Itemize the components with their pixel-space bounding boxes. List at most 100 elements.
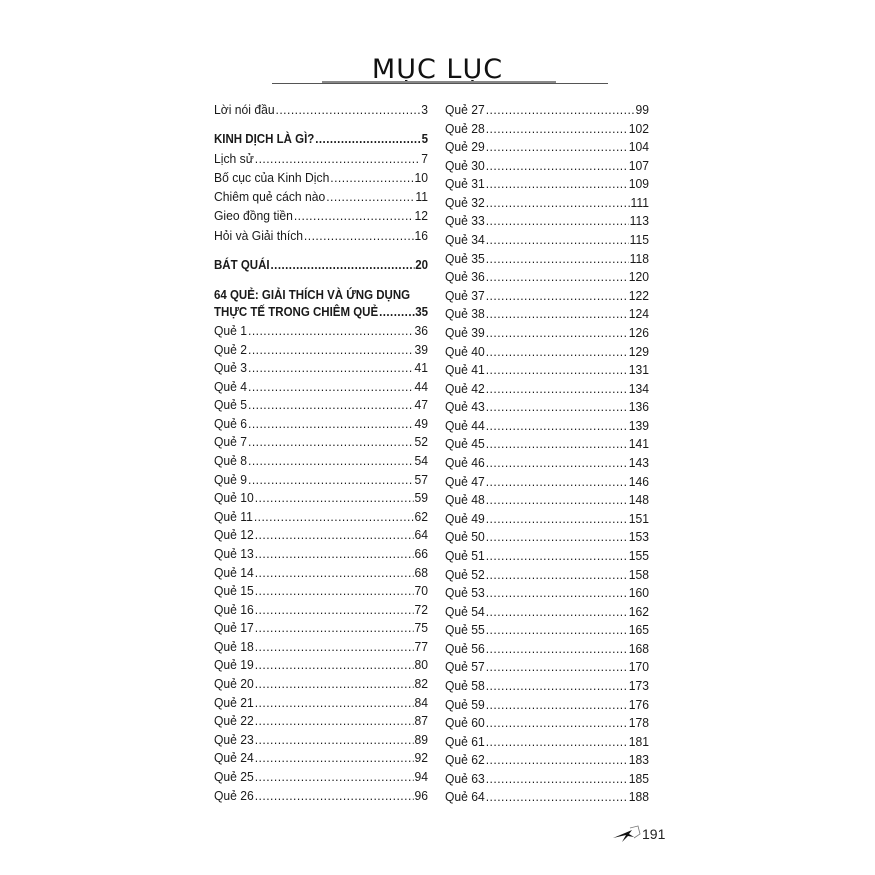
toc-entry: Quẻ 59 176 — [445, 696, 649, 713]
entry-label: Quẻ 8 — [214, 453, 248, 469]
entry-page: 124 — [628, 306, 649, 322]
entry-page: 109 — [628, 176, 649, 192]
toc-entry: Quẻ 7 52 — [214, 433, 428, 450]
entry-label: Quẻ 63 — [445, 770, 485, 786]
toc-entry: Quẻ 12 64 — [214, 526, 428, 543]
entry-page: 89 — [414, 731, 428, 747]
entry-label: Quẻ 16 — [214, 601, 254, 617]
toc-entry: BÁT QUÁI 20 — [214, 257, 428, 274]
dot-leader — [255, 545, 414, 562]
entry-page: 96 — [414, 787, 428, 803]
entry-page: 162 — [628, 603, 649, 619]
dot-leader — [255, 694, 414, 711]
dot-leader — [486, 584, 628, 601]
entry-label: Quẻ 51 — [445, 547, 485, 563]
toc-entry: Quẻ 16 72 — [214, 601, 428, 618]
entry-label: Quẻ 11 — [214, 508, 253, 524]
entry-page: 94 — [414, 768, 428, 784]
dot-leader — [486, 491, 628, 508]
dot-leader — [304, 227, 414, 244]
entry-page: 146 — [628, 473, 649, 489]
entry-label: Quẻ 33 — [445, 213, 485, 229]
entry-label: Quẻ 2 — [214, 341, 248, 357]
dot-leader — [486, 696, 628, 713]
page-number: 191 — [642, 826, 666, 842]
entry-label: Quẻ 26 — [214, 787, 254, 803]
toc-entry: Quẻ 55 165 — [445, 621, 649, 638]
toc-entry: Quẻ 46 143 — [445, 454, 649, 471]
entry-page: 136 — [628, 399, 649, 415]
entry-page: 75 — [414, 620, 428, 636]
entry-page: 68 — [414, 564, 428, 580]
toc-entry: Quẻ 24 92 — [214, 749, 428, 766]
dot-leader — [486, 417, 628, 434]
page-title: MỤC LỤC — [371, 54, 504, 85]
dot-leader — [248, 415, 414, 432]
toc-entry: Quẻ 13 66 — [214, 545, 428, 562]
dot-leader — [255, 526, 414, 543]
toc-entry: Quẻ 36 120 — [445, 268, 649, 285]
dot-leader — [248, 322, 414, 339]
entry-label: Quẻ 40 — [445, 343, 485, 359]
dot-leader — [486, 101, 635, 118]
toc-entry: Quẻ 9 57 — [214, 471, 428, 488]
section-64-heading-line1: 64 QUẺ: GIẢI THÍCH VÀ ỨNG DỤNG — [214, 288, 411, 302]
entry-page: 47 — [414, 397, 428, 413]
dot-leader — [486, 231, 629, 248]
toc-entry: Lời nói đầu 3 — [214, 101, 428, 118]
dot-leader — [486, 157, 628, 174]
entry-label: Quẻ 49 — [445, 510, 485, 526]
toc-entry: Quẻ 25 94 — [214, 768, 428, 785]
entry-page: 151 — [628, 510, 649, 526]
dot-leader — [248, 433, 414, 450]
entry-page: 102 — [628, 120, 649, 136]
toc-entry: Quẻ 62 183 — [445, 751, 649, 768]
entry-label: Quẻ 3 — [214, 360, 248, 376]
entry-page: 115 — [629, 232, 649, 248]
toc-entry: Quẻ 38 124 — [445, 305, 649, 322]
entry-page: 5 — [421, 132, 428, 146]
entry-label: Quẻ 5 — [214, 397, 248, 413]
dot-leader — [294, 207, 414, 224]
entry-page: 70 — [414, 583, 428, 599]
dot-leader — [255, 656, 414, 673]
toc-entry: Quẻ 2 39 — [214, 341, 428, 358]
toc-entry: Quẻ 43 136 — [445, 398, 649, 415]
dot-leader — [486, 528, 628, 545]
dot-leader — [255, 619, 414, 636]
entry-page: 54 — [414, 453, 428, 469]
toc-entry: Quẻ 19 80 — [214, 656, 428, 673]
entry-label: Quẻ 61 — [445, 733, 485, 749]
entry-page: 113 — [629, 213, 649, 229]
dot-leader — [486, 473, 628, 490]
toc-entry: Quẻ 61 181 — [445, 733, 649, 750]
toc-entry: Quẻ 3 41 — [214, 359, 428, 376]
dot-leader — [486, 454, 628, 471]
entry-page: 64 — [414, 527, 428, 543]
entry-label: Quẻ 59 — [445, 696, 485, 712]
entry-label: Quẻ 46 — [445, 455, 485, 471]
dot-leader — [255, 731, 414, 748]
entry-page: 12 — [414, 208, 428, 223]
entry-page: 87 — [414, 713, 428, 729]
toc-entry: Quẻ 20 82 — [214, 675, 428, 692]
entry-page: 153 — [628, 529, 649, 545]
title-underline-accent — [322, 81, 556, 83]
entry-page: 36 — [414, 323, 428, 338]
entry-page: 11 — [415, 189, 428, 204]
entry-label: Quẻ 28 — [445, 120, 485, 136]
toc-entry: Quẻ 1 36 — [214, 322, 428, 339]
toc-entry: Quẻ 41 131 — [445, 361, 649, 378]
toc-entry: Quẻ 32 111 — [445, 194, 649, 211]
entry-label: Quẻ 31 — [445, 176, 485, 192]
dot-leader — [486, 343, 628, 360]
toc-entry: Quẻ 27 99 — [445, 101, 649, 118]
dot-leader — [255, 564, 414, 581]
entry-label: Lịch sử — [214, 151, 254, 166]
entry-label: Quẻ 29 — [445, 139, 485, 155]
dot-leader — [255, 638, 414, 655]
entry-page: 168 — [628, 640, 649, 656]
entry-page: 16 — [414, 228, 428, 243]
dot-leader — [326, 188, 414, 205]
